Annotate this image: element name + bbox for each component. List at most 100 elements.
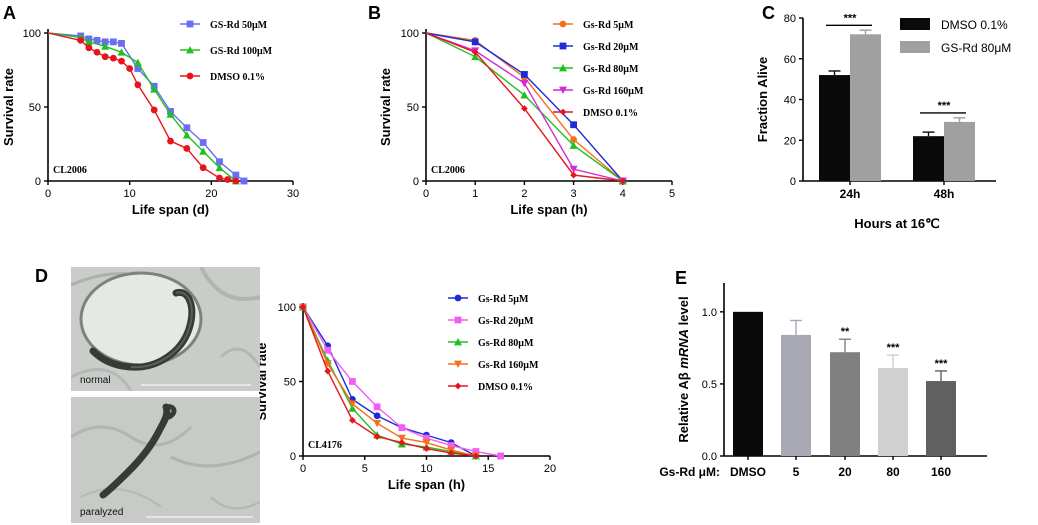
worm-paralyzed-image xyxy=(71,397,260,523)
x-tick-label: 5 xyxy=(362,463,368,475)
significance-stars: *** xyxy=(887,342,901,354)
data-point xyxy=(126,65,134,72)
x-tick-label: 20 xyxy=(838,465,852,479)
data-point xyxy=(398,439,406,446)
panel-letter-b: B xyxy=(368,3,381,23)
data-point xyxy=(109,54,117,62)
data-point xyxy=(134,81,142,89)
series-1 xyxy=(299,303,504,460)
x-axis-title: Life span (h) xyxy=(388,477,465,492)
panel-letter-a: A xyxy=(3,3,16,23)
data-point xyxy=(224,176,232,183)
x-tick-label: 10 xyxy=(124,188,136,200)
bar-gsrd xyxy=(944,121,975,181)
y-tick-label: 0 xyxy=(290,451,296,463)
data-point xyxy=(447,442,455,449)
data-point xyxy=(85,44,93,52)
x-axis-title: Life span (d) xyxy=(132,202,209,217)
y-tick-label: 0.0 xyxy=(702,451,717,463)
strain-label: CL2006 xyxy=(431,165,465,176)
data-point xyxy=(232,171,240,179)
data-point xyxy=(348,400,357,408)
legend-marker xyxy=(186,46,194,54)
x-axis-title: Hours at 16℃ xyxy=(854,216,939,231)
legend-marker xyxy=(559,64,567,72)
data-point xyxy=(398,424,406,432)
series-2 xyxy=(299,303,480,460)
data-point xyxy=(183,145,191,152)
data-point xyxy=(324,367,332,375)
data-point xyxy=(373,419,382,428)
series-4 xyxy=(425,32,627,185)
x-tick-label: 2 xyxy=(521,188,527,200)
y-tick-label: 0 xyxy=(790,176,796,188)
data-point xyxy=(299,303,307,311)
x-tick-label: 0 xyxy=(300,463,306,475)
series-2 xyxy=(47,32,240,185)
data-point xyxy=(77,37,85,44)
data-point xyxy=(570,136,577,143)
legend-marker xyxy=(454,294,462,302)
series-line xyxy=(302,306,477,457)
y-tick-label: 80 xyxy=(784,13,796,25)
significance-stars: *** xyxy=(935,358,949,370)
legend-marker xyxy=(186,20,194,28)
x-tick-label: 24h xyxy=(840,187,861,201)
data-point xyxy=(166,110,175,118)
data-point xyxy=(423,434,430,442)
data-point xyxy=(471,48,479,56)
chart-e: 0.0 0.5 1.0 DMSO 5 ** 20 *** 80 *** 160 Gs-Rd μM: Re… xyxy=(659,283,987,479)
data-point xyxy=(150,85,159,93)
data-point xyxy=(520,91,529,99)
legend-marker xyxy=(454,382,462,390)
bar xyxy=(830,352,860,456)
data-point xyxy=(472,452,480,460)
data-point xyxy=(349,416,356,424)
data-point xyxy=(118,57,125,65)
y-tick-label: 0.5 xyxy=(702,379,717,391)
x-axis-title: Life span (h) xyxy=(510,202,587,217)
strain-label: CL4176 xyxy=(308,440,342,451)
data-point xyxy=(570,121,577,129)
legend-marker xyxy=(454,338,462,346)
data-point xyxy=(215,163,224,172)
micrograph-paralyzed: paralyzed xyxy=(71,397,260,523)
data-point xyxy=(570,171,577,179)
data-point xyxy=(199,139,207,146)
micrograph-paralyzed-label: paralyzed xyxy=(80,507,124,518)
legend-label: GS-Rd 100μM xyxy=(210,46,273,57)
y-axis-title-prefix: Relative Aβ xyxy=(676,369,691,443)
worm-normal-image xyxy=(71,267,260,391)
significance-stars: *** xyxy=(938,100,952,112)
data-point xyxy=(373,403,381,411)
data-point xyxy=(423,445,430,452)
y-axis-title: Survival rate xyxy=(378,68,393,146)
data-point xyxy=(150,106,158,114)
series-line xyxy=(47,32,236,182)
strain-label: CL2006 xyxy=(53,165,87,176)
data-point xyxy=(216,174,223,182)
chart-a: 0 10 20 30 0 50 100 Life span (d) Survival rate C… xyxy=(1,20,299,217)
data-point xyxy=(497,452,504,460)
y-tick-label: 0 xyxy=(413,176,419,188)
x-tick-label: 0 xyxy=(45,188,51,200)
x-tick-label: 5 xyxy=(793,465,800,479)
x-tick-label: 1 xyxy=(472,188,478,200)
data-point xyxy=(471,52,480,61)
x-tick-label: 5 xyxy=(669,188,675,200)
data-point xyxy=(118,39,125,47)
legend-marker xyxy=(454,316,462,324)
x-tick-label: 80 xyxy=(886,465,900,479)
data-point xyxy=(348,404,357,412)
y-tick-label: 0 xyxy=(35,176,41,188)
data-point xyxy=(117,48,126,56)
data-point xyxy=(109,38,117,46)
bar xyxy=(878,368,908,456)
y-tick-label: 50 xyxy=(29,102,41,114)
significance-stars: *** xyxy=(844,12,858,24)
data-point xyxy=(323,360,332,368)
y-tick-label: 60 xyxy=(784,54,796,66)
data-point xyxy=(240,177,248,185)
